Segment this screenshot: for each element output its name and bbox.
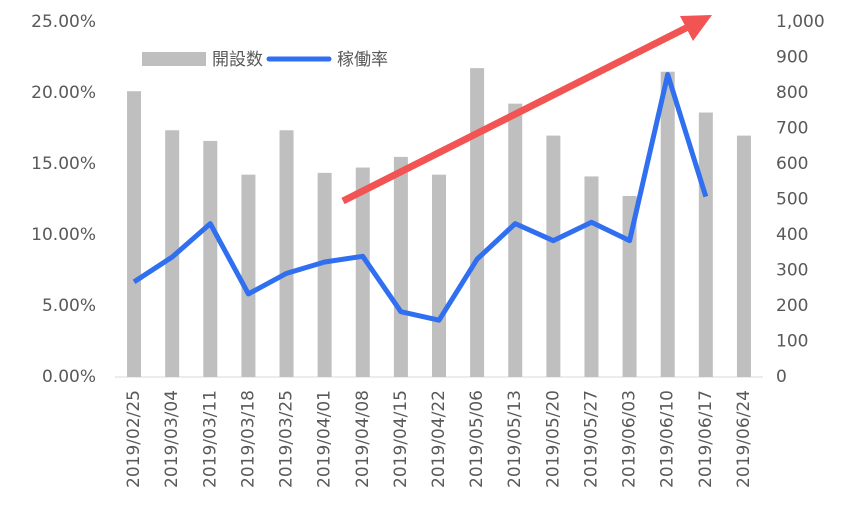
y2-tick-label: 100 xyxy=(776,332,808,352)
x-tick-label: 2019/05/06 xyxy=(467,390,487,488)
x-tick-label: 2019/03/25 xyxy=(277,390,297,488)
x-tick-label: 2019/03/18 xyxy=(238,390,258,488)
y2-tick-label: 700 xyxy=(776,119,808,139)
bar xyxy=(432,174,446,377)
y2-tick-label: 500 xyxy=(776,190,808,210)
y2-tick-label: 400 xyxy=(776,225,808,245)
arrow-head xyxy=(680,15,712,41)
bar xyxy=(317,172,332,377)
x-tick-label: 2019/05/13 xyxy=(505,390,525,488)
arrow-shaft xyxy=(341,22,692,205)
y2-tick-label: 300 xyxy=(776,261,808,281)
bar xyxy=(470,68,485,378)
bar xyxy=(279,130,294,377)
trend-arrow xyxy=(341,15,712,205)
legend-label: 開設数 xyxy=(212,50,263,70)
x-tick-label: 2019/05/20 xyxy=(543,390,563,488)
y2-tick-label: 600 xyxy=(776,154,808,174)
x-tick-label: 2019/03/11 xyxy=(200,390,220,488)
bar xyxy=(698,112,713,378)
bar xyxy=(736,135,751,377)
bar xyxy=(355,167,370,377)
x-tick-label: 2019/02/25 xyxy=(124,390,144,488)
bar xyxy=(165,130,180,377)
x-tick-label: 2019/03/04 xyxy=(162,390,182,488)
bar xyxy=(241,174,256,377)
legend-label: 稼働率 xyxy=(337,50,388,70)
y-tick-label: 5.00% xyxy=(42,296,96,316)
bar xyxy=(393,156,408,377)
bar xyxy=(584,176,599,377)
x-tick-label: 2019/05/27 xyxy=(581,390,601,488)
bar xyxy=(508,103,523,378)
line xyxy=(132,72,709,323)
bar xyxy=(203,140,218,377)
bar xyxy=(127,91,142,377)
bar xyxy=(660,71,675,377)
x-tick-label: 2019/04/15 xyxy=(391,390,411,488)
x-tick-label: 2019/06/24 xyxy=(734,390,754,488)
y-tick-label: 10.00% xyxy=(31,225,96,245)
y-tick-label: 15.00% xyxy=(31,154,96,174)
x-tick-label: 2019/06/17 xyxy=(696,390,716,488)
bar xyxy=(546,135,561,377)
y-tick-label: 25.00% xyxy=(31,12,96,32)
y2-tick-label: 200 xyxy=(776,296,808,316)
y2-tick-label: 0 xyxy=(776,367,787,387)
x-tick-label: 2019/06/10 xyxy=(658,390,678,488)
y-tick-label: 0.00% xyxy=(42,367,96,387)
y2-tick-label: 900 xyxy=(776,48,808,68)
x-tick-label: 2019/06/03 xyxy=(620,390,640,488)
x-tick-label: 2019/04/01 xyxy=(315,390,335,488)
y2-tick-label: 1,000 xyxy=(776,12,825,32)
x-tick-label: 2019/04/08 xyxy=(353,390,373,488)
y-tick-label: 20.00% xyxy=(31,83,96,103)
y2-tick-label: 800 xyxy=(776,83,808,103)
legend-swatch xyxy=(142,52,206,66)
x-tick-label: 2019/04/22 xyxy=(429,390,449,488)
